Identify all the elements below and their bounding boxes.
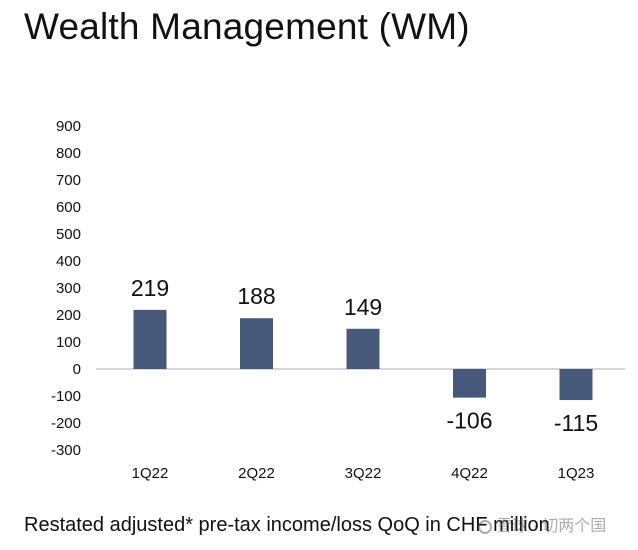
- x-tick-label: 1Q23: [558, 465, 595, 482]
- y-tick-label: 0: [73, 361, 81, 378]
- bar: [240, 318, 273, 369]
- bar-chart: 900 800 700 600 500 400 300 200 100 0 -100 -200 -300…: [51, 118, 625, 482]
- watermark-text: 雪球 · 切两个国: [496, 518, 607, 535]
- x-tick-label: 3Q22: [345, 465, 382, 482]
- y-tick-label: 100: [56, 334, 81, 351]
- data-label: 188: [237, 283, 275, 309]
- y-tick-label: -100: [51, 388, 81, 405]
- y-axis-tick-labels: 900 800 700 600 500 400 300 200 100 0 -100 -200 -300: [51, 118, 81, 459]
- x-tick-label: 1Q22: [132, 465, 169, 482]
- y-tick-label: 500: [56, 226, 81, 243]
- y-tick-label: 200: [56, 307, 81, 324]
- y-tick-label: 600: [56, 199, 81, 216]
- x-tick-label: 2Q22: [238, 465, 275, 482]
- y-tick-label: 400: [56, 253, 81, 270]
- x-tick-label: 4Q22: [451, 465, 488, 482]
- x-axis-tick-labels: 1Q22 2Q22 3Q22 4Q22 1Q23: [132, 465, 595, 482]
- data-label: 149: [344, 294, 382, 320]
- y-tick-label: 700: [56, 172, 81, 189]
- y-tick-label: 800: [56, 145, 81, 162]
- bar: [133, 309, 167, 369]
- chart-caption: Restated adjusted* pre-tax income/loss Q…: [24, 514, 550, 536]
- page-title: Wealth Management (WM): [24, 6, 470, 47]
- bars: [133, 309, 593, 401]
- watermark-logo-icon: [478, 520, 492, 534]
- bar: [453, 369, 486, 398]
- bar: [346, 328, 380, 369]
- y-tick-label: 300: [56, 280, 81, 297]
- bar: [559, 369, 593, 401]
- y-tick-label: -300: [51, 442, 81, 459]
- y-tick-label: 900: [56, 118, 81, 135]
- data-label: 219: [131, 275, 169, 301]
- y-tick-label: -200: [51, 415, 81, 432]
- value-labels: 219 188 149 -106 -115: [131, 275, 598, 436]
- data-label: -106: [446, 408, 492, 434]
- watermark: 雪球 · 切两个国: [478, 516, 606, 538]
- data-label: -115: [554, 410, 598, 436]
